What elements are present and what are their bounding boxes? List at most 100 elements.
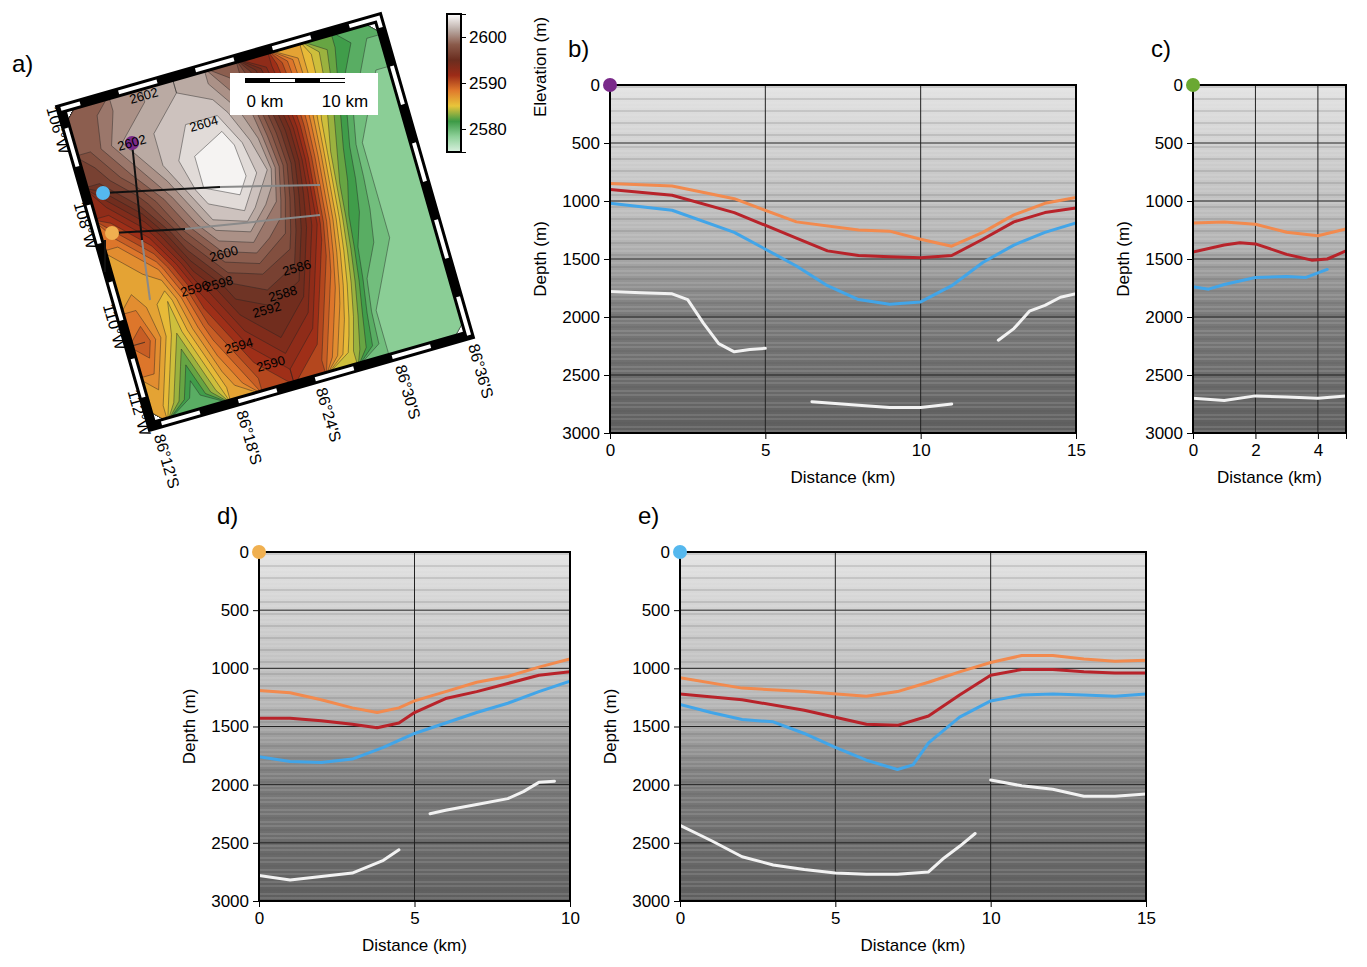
grid: [259, 552, 570, 901]
y-tick-label: 1500: [1145, 250, 1183, 269]
y-tick: 2500: [211, 834, 259, 853]
x-tick-label: 0: [255, 909, 264, 928]
profile-start: [1186, 78, 1200, 92]
texture-line: [1193, 211, 1346, 212]
horizon-line: [680, 656, 1146, 697]
contour: [61, 53, 314, 315]
texture-line: [1193, 263, 1346, 264]
y-tick: 3000: [562, 424, 610, 443]
texture-line: [610, 319, 1076, 320]
texture-line: [680, 622, 1146, 623]
texture-line: [1193, 115, 1346, 116]
texture-line: [1193, 291, 1346, 292]
x-tick-mark: [1318, 433, 1319, 439]
grid-line-y: [610, 317, 1076, 318]
texture-line: [610, 307, 1076, 308]
y-tick-mark: [1187, 143, 1193, 144]
texture-line: [610, 167, 1076, 168]
y-tick-label: 1000: [562, 192, 600, 211]
texture-line: [610, 123, 1076, 124]
texture-line: [1193, 139, 1346, 140]
grid-line-y: [680, 842, 1146, 843]
horizon-line: [610, 291, 1076, 407]
texture-line: [680, 566, 1146, 567]
texture-line: [610, 299, 1076, 300]
contour-label: 2600: [208, 242, 240, 264]
x-tick-label: 10: [982, 909, 1001, 928]
y-tick: 2500: [632, 834, 680, 853]
horizon-line: [610, 203, 1076, 304]
x-tick-label: 10: [912, 441, 931, 460]
texture-line: [610, 379, 1076, 380]
panel-letter: a): [12, 50, 33, 77]
y-tick: 2000: [562, 308, 610, 327]
texture-line: [680, 646, 1146, 647]
texture-line: [610, 171, 1076, 172]
y-tick-label: 2000: [211, 776, 249, 795]
y-tick-label: 1000: [632, 659, 670, 678]
texture-line: [1193, 179, 1346, 180]
texture-line: [680, 654, 1146, 655]
texture-line: [610, 215, 1076, 216]
texture-line: [1193, 315, 1346, 316]
y-tick: 3000: [211, 892, 259, 911]
y-axis: 050010001500200025003000: [1145, 76, 1193, 443]
y-axis-line: [604, 86, 611, 434]
texture-line: [1193, 99, 1346, 100]
y-tick-label: 2000: [632, 776, 670, 795]
y-tick-label: 3000: [632, 892, 670, 911]
texture-line: [680, 838, 1146, 839]
y-tick-label: 1500: [562, 250, 600, 269]
radargram-texture: [610, 87, 1076, 431]
texture-line: [680, 818, 1146, 819]
plot-frame: [610, 85, 1076, 433]
x-tick-label: 15: [1067, 441, 1086, 460]
grid-line-y: [680, 610, 1146, 611]
contour: [61, 27, 437, 426]
scale-bar-label: 0 km: [247, 92, 284, 111]
radargram-background: [259, 552, 570, 901]
grid: [610, 85, 1076, 433]
grid-line-y: [680, 784, 1146, 785]
grid-line-y: [259, 842, 570, 843]
colorbar-tick: 2580: [461, 120, 507, 139]
plot-frame: [259, 552, 570, 901]
y-tick-mark: [253, 610, 259, 611]
y-tick-label: 2000: [1145, 308, 1183, 327]
texture-line: [610, 231, 1076, 232]
texture-line: [1193, 91, 1346, 92]
texture-line: [680, 662, 1146, 663]
x-tick-label: 0: [1189, 441, 1198, 460]
texture-line: [1193, 87, 1346, 88]
texture-line: [610, 423, 1076, 424]
texture-line: [680, 726, 1146, 727]
x-axis-line: [611, 434, 1077, 440]
texture-line: [680, 626, 1146, 627]
y-tick-label: 3000: [562, 424, 600, 443]
texture-line: [1193, 299, 1346, 300]
texture-line: [1193, 403, 1346, 404]
y-tick-mark: [1187, 433, 1193, 434]
texture-line: [610, 135, 1076, 136]
texture-line: [1193, 159, 1346, 160]
texture-line: [610, 247, 1076, 248]
profile-start: [252, 545, 266, 559]
texture-line: [1193, 323, 1346, 324]
texture-line: [610, 347, 1076, 348]
texture-line: [610, 115, 1076, 116]
plot-area: [610, 184, 1076, 408]
x-axis-title: Distance (km): [1217, 468, 1322, 487]
y-tick-label: 1500: [211, 717, 249, 736]
texture-line: [610, 103, 1076, 104]
texture-line: [610, 427, 1076, 428]
texture-line: [610, 391, 1076, 392]
y-tick: 2500: [562, 366, 610, 385]
plot-area: [259, 659, 570, 880]
texture-line: [1193, 275, 1346, 276]
texture-line: [1193, 155, 1346, 156]
texture-line: [1193, 187, 1346, 188]
texture-line: [610, 415, 1076, 416]
flight-line: [112, 229, 185, 233]
x-tick-label: 2: [1251, 441, 1260, 460]
y-tick-label: 0: [661, 543, 670, 562]
